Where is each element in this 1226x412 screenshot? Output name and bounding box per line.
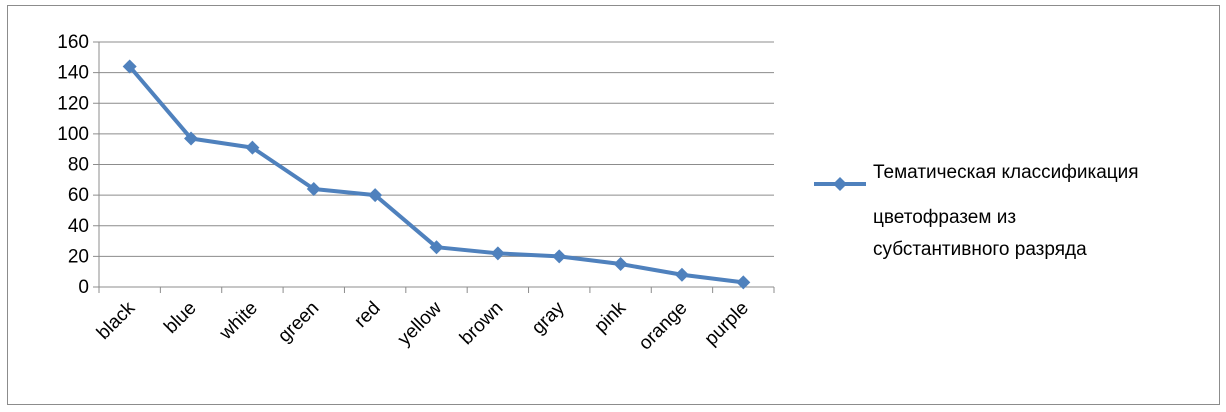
x-category-label: brown <box>456 298 507 349</box>
y-tick-label: 140 <box>57 63 89 84</box>
x-category-label: orange <box>635 298 692 355</box>
y-tick-label: 120 <box>57 93 89 114</box>
legend-marker <box>833 177 847 191</box>
data-point-marker <box>429 240 444 255</box>
y-tick-label: 40 <box>68 216 89 237</box>
x-category-label: yellow <box>394 297 446 349</box>
y-tick-label: 20 <box>68 246 89 267</box>
x-category-label: white <box>215 298 262 345</box>
data-point-marker <box>184 131 199 146</box>
x-category-label: black <box>93 297 140 344</box>
data-point-marker <box>552 249 567 264</box>
data-point-marker <box>306 182 321 196</box>
data-point-marker <box>613 257 628 272</box>
data-point-marker <box>674 267 689 282</box>
chart-frame: 0 20 40 60 80 100 120 140 160 black blue white green… <box>7 5 1220 405</box>
y-tick-label: 60 <box>68 185 89 206</box>
x-category-label: purple <box>701 298 753 350</box>
x-category-label: gray <box>528 297 569 338</box>
y-tick-label: 0 <box>78 277 89 298</box>
legend-label: субстантивного разряда <box>873 239 1087 260</box>
legend-label: цветофразем из <box>873 207 1016 228</box>
data-point-marker <box>122 59 137 74</box>
data-point-marker <box>368 188 383 203</box>
x-category-label: green <box>274 298 323 347</box>
x-category-label: pink <box>591 297 631 337</box>
line-chart: 0 20 40 60 80 100 120 140 160 black blue white green… <box>57 32 1139 355</box>
legend-label: Тематическая классификация <box>873 162 1139 183</box>
y-tick-label: 160 <box>57 32 89 53</box>
x-category-label: red <box>350 298 384 332</box>
y-tick-label: 100 <box>57 124 89 145</box>
data-point-marker <box>245 140 260 155</box>
data-point-marker <box>736 275 751 290</box>
x-category-label: blue <box>160 298 200 338</box>
y-tick-label: 80 <box>68 155 89 176</box>
data-point-marker <box>490 246 505 261</box>
